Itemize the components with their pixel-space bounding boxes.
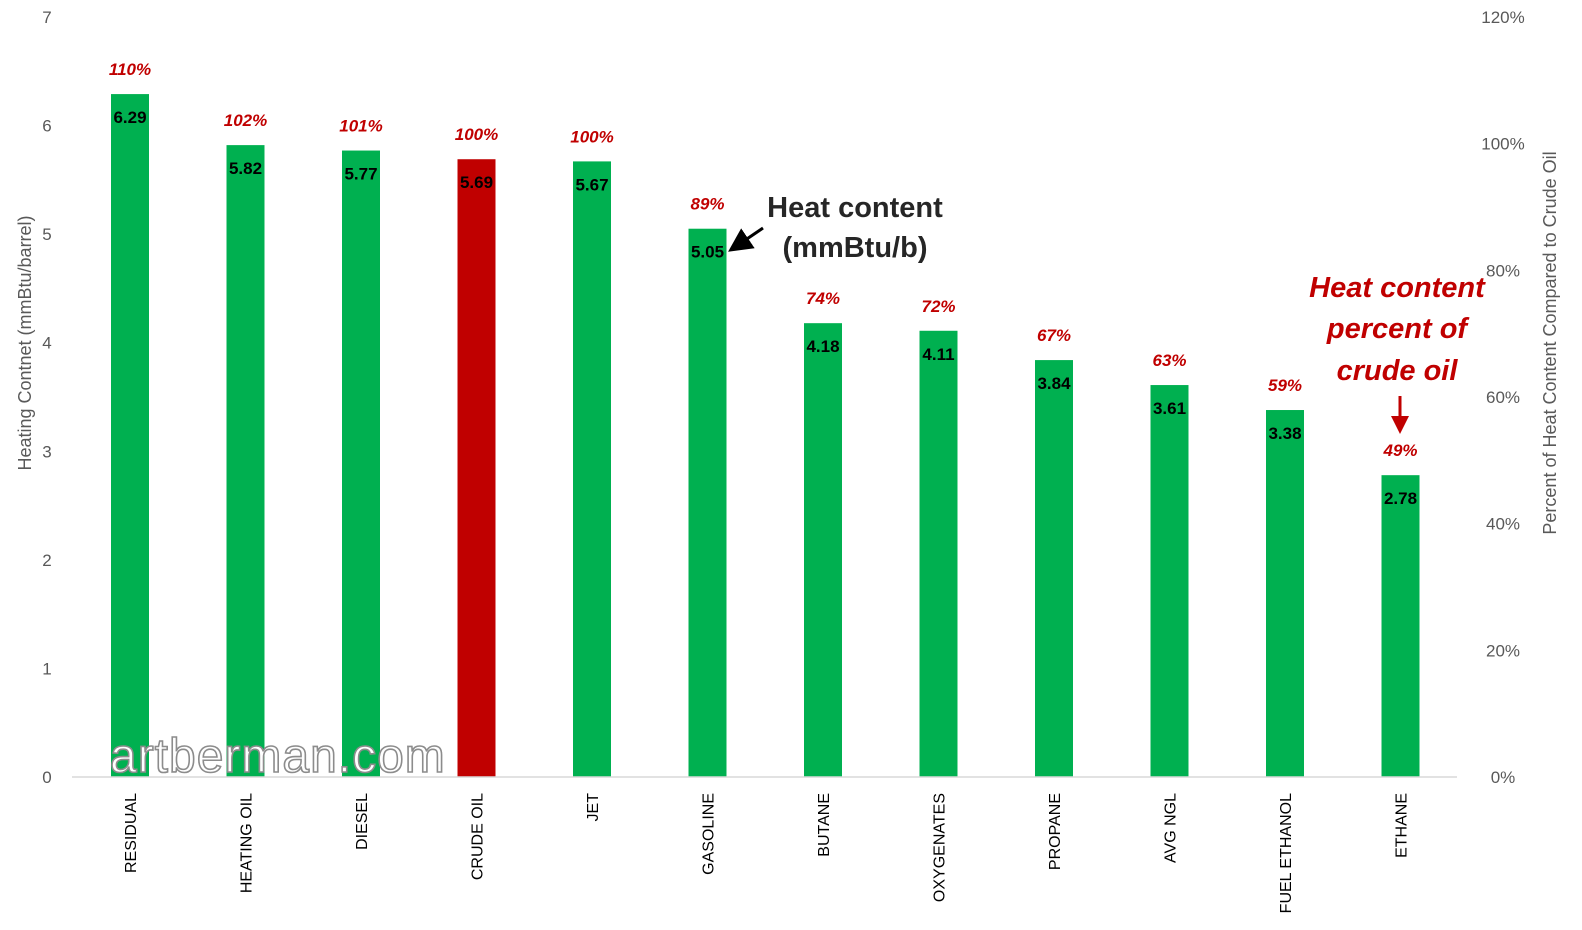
category-label: HEATING OIL (239, 793, 256, 893)
percent-label: 59% (1268, 376, 1302, 395)
y-tick-label: 2 (42, 551, 51, 570)
heat-content-annotation-line-1: Heat content (767, 192, 943, 224)
value-label: 3.38 (1268, 424, 1301, 443)
category-label: OXYGENATES (932, 793, 949, 902)
y2-tick-label: 0% (1491, 768, 1516, 787)
value-label: 5.77 (344, 165, 377, 184)
category-label: RESIDUAL (123, 793, 140, 873)
value-label: 6.29 (113, 108, 146, 127)
bars (111, 94, 1420, 778)
category-label: JET (585, 793, 602, 822)
heat-content-annotation-line-2: (mmBtu/b) (783, 232, 928, 264)
heat-content-annotation: Heat content (mmBtu/b) (728, 192, 943, 264)
category-label: PROPANE (1047, 793, 1064, 870)
y-axis-left: 0 1 2 3 4 5 6 7 (42, 8, 51, 787)
category-label: AVG NGL (1163, 793, 1180, 863)
value-label: 4.11 (922, 345, 954, 364)
bar-residual (111, 94, 149, 778)
value-label: 4.18 (806, 337, 839, 356)
category-label: BUTANE (816, 793, 833, 857)
bar-crude-oil (457, 159, 496, 777)
percent-annotation-line-3: crude oil (1337, 355, 1459, 387)
value-label: 5.05 (691, 243, 724, 262)
value-label: 3.84 (1037, 374, 1071, 393)
percent-annotation-line-2: percent of (1326, 313, 1471, 345)
category-label: ETHANE (1394, 793, 1411, 858)
category-label: FUEL ETHANOL (1278, 793, 1295, 913)
percent-label: 110% (109, 60, 151, 79)
percent-label: 100% (570, 127, 613, 146)
y-tick-label: 7 (42, 8, 51, 27)
y-tick-label: 4 (42, 334, 51, 353)
percent-label: 72% (921, 297, 955, 316)
bar-ethane (1381, 475, 1420, 777)
percent-annotation: Heat content percent of crude oil (1309, 272, 1486, 434)
y-tick-label: 1 (42, 659, 51, 678)
category-labels: RESIDUAL HEATING OIL DIESEL CRUDE OIL JET GAS… (123, 793, 1411, 914)
bar-fuel-ethanol (1266, 410, 1304, 777)
category-label: DIESEL (354, 793, 371, 850)
value-label: 5.67 (575, 175, 608, 194)
percent-labels: 110% 102% 101% 100% 100% 89% 74% 72% 67% 63% 59% 49… (109, 60, 1418, 460)
y2-tick-label: 100% (1481, 135, 1524, 154)
bar-oxygenates (919, 330, 958, 777)
y-tick-label: 3 (42, 442, 51, 461)
bar-jet (573, 161, 611, 777)
y2-tick-label: 60% (1486, 388, 1520, 407)
percent-label: 67% (1037, 326, 1071, 345)
y2-tick-label: 80% (1486, 261, 1520, 280)
bar-propane (1035, 360, 1073, 777)
bar-diesel (342, 150, 380, 778)
percent-label: 74% (806, 289, 840, 308)
y-tick-label: 0 (42, 768, 51, 787)
y-axis-title: Heating Contnet (mmBtu/barrel) (15, 215, 35, 470)
bar-butane (804, 323, 842, 777)
category-label: CRUDE OIL (470, 793, 487, 880)
y2-tick-label: 120% (1481, 8, 1524, 27)
bar-avg-ngl (1150, 385, 1189, 777)
y2-axis-title: Percent of Heat Content Compared to Crud… (1540, 151, 1560, 534)
percent-label: 101% (339, 117, 382, 136)
y-tick-label: 5 (42, 225, 51, 244)
value-label: 5.69 (460, 173, 493, 192)
heat-content-arrow-icon (728, 226, 764, 252)
y-tick-label: 6 (42, 117, 51, 136)
percent-label: 102% (224, 111, 267, 130)
percent-annotation-line-1: Heat content (1309, 272, 1486, 304)
bar-gasoline (688, 228, 727, 777)
percent-label: 100% (455, 125, 498, 144)
y-axis-right: 0% 20% 40% 60% 80% 100% 120% (1481, 8, 1524, 787)
value-label: 5.82 (229, 159, 262, 178)
y2-tick-label: 20% (1486, 641, 1520, 660)
watermark: artberman.com (110, 730, 446, 783)
y2-tick-label: 40% (1486, 515, 1520, 534)
category-label: GASOLINE (701, 793, 718, 875)
value-labels: 6.29 5.82 5.77 5.69 5.67 5.05 4.18 4.11 3.84 3.61… (113, 108, 1417, 508)
percent-label: 49% (1382, 441, 1417, 460)
percent-label: 63% (1152, 351, 1186, 370)
bar-heating-oil (226, 145, 265, 778)
value-label: 3.61 (1153, 399, 1186, 418)
value-label: 2.78 (1384, 489, 1417, 508)
percent-label: 89% (690, 195, 724, 214)
